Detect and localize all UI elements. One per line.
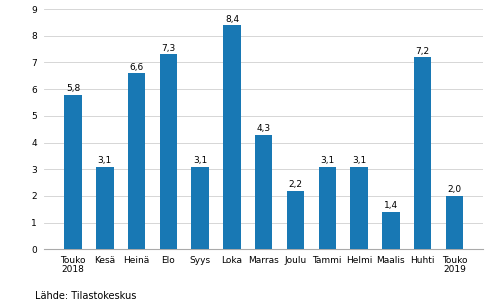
Bar xyxy=(414,57,431,249)
Text: 6,6: 6,6 xyxy=(130,63,144,71)
Text: 7,2: 7,2 xyxy=(416,47,430,56)
Text: 3,1: 3,1 xyxy=(193,156,208,165)
Text: 3,1: 3,1 xyxy=(320,156,334,165)
Bar xyxy=(351,167,368,249)
Bar xyxy=(287,191,304,249)
Bar xyxy=(128,73,145,249)
Text: 5,8: 5,8 xyxy=(66,84,80,93)
Text: 1,4: 1,4 xyxy=(384,201,398,210)
Bar xyxy=(223,25,241,249)
Bar xyxy=(64,95,82,249)
Text: 3,1: 3,1 xyxy=(352,156,366,165)
Text: 2,0: 2,0 xyxy=(447,185,461,194)
Text: 4,3: 4,3 xyxy=(257,124,271,133)
Text: 3,1: 3,1 xyxy=(98,156,112,165)
Bar xyxy=(160,54,177,249)
Text: Lähde: Tilastokeskus: Lähde: Tilastokeskus xyxy=(35,291,136,301)
Bar xyxy=(191,167,209,249)
Bar xyxy=(382,212,400,249)
Bar xyxy=(96,167,113,249)
Text: 7,3: 7,3 xyxy=(161,44,176,53)
Bar xyxy=(318,167,336,249)
Text: 8,4: 8,4 xyxy=(225,15,239,23)
Text: 2,2: 2,2 xyxy=(288,180,303,189)
Bar xyxy=(255,135,273,249)
Bar xyxy=(446,196,463,249)
